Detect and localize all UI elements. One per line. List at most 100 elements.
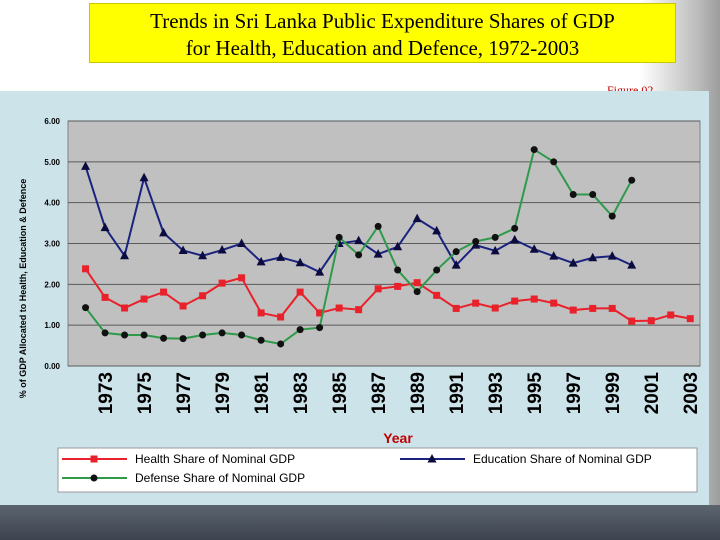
education-point bbox=[198, 250, 208, 260]
health-point bbox=[667, 311, 675, 319]
education-point bbox=[237, 238, 247, 247]
health-point bbox=[82, 265, 90, 273]
x-tick-label: 1981 bbox=[252, 372, 273, 415]
health-point bbox=[140, 295, 148, 303]
x-tick-label: 1975 bbox=[135, 372, 156, 415]
health-point bbox=[218, 279, 226, 287]
defense-point bbox=[550, 158, 558, 166]
education-point bbox=[451, 260, 461, 269]
x-axis-title: Year bbox=[383, 430, 413, 446]
health-point bbox=[589, 304, 597, 312]
education-point bbox=[490, 245, 500, 255]
defense-point bbox=[530, 146, 538, 154]
x-tick-label: 1997 bbox=[564, 372, 585, 414]
education-point bbox=[295, 257, 305, 267]
defense-point bbox=[589, 191, 597, 198]
education-point bbox=[412, 213, 422, 223]
health-point bbox=[238, 274, 246, 282]
education-point bbox=[373, 249, 383, 258]
defense-legend-label: Defense Share of Nominal GDP bbox=[135, 471, 305, 485]
x-tick-label: 1973 bbox=[96, 372, 117, 414]
health-point bbox=[160, 288, 168, 296]
x-tick-label: 2003 bbox=[681, 372, 702, 414]
defense-point bbox=[374, 222, 382, 230]
defense-point bbox=[433, 266, 441, 274]
x-tick-label: 2001 bbox=[642, 372, 663, 415]
education-point bbox=[178, 245, 188, 254]
health-point bbox=[394, 282, 402, 290]
health-point bbox=[335, 304, 343, 312]
health-point bbox=[433, 291, 441, 299]
defense-point bbox=[413, 288, 421, 296]
legend-box bbox=[57, 447, 698, 493]
health-point bbox=[608, 304, 616, 312]
defense-point bbox=[452, 248, 460, 256]
health-point bbox=[296, 288, 304, 296]
education-point bbox=[81, 161, 91, 170]
defense-point bbox=[160, 334, 168, 342]
education-point bbox=[100, 222, 110, 232]
x-tick-label: 1977 bbox=[174, 372, 195, 414]
education-point bbox=[354, 235, 364, 245]
health-point bbox=[121, 304, 129, 312]
health-point bbox=[257, 309, 265, 317]
education-point bbox=[315, 267, 325, 276]
health-point bbox=[628, 317, 636, 325]
x-tick-label: 1999 bbox=[603, 372, 624, 414]
education-legend-marker bbox=[427, 454, 437, 463]
health-point bbox=[101, 293, 109, 301]
health-point bbox=[316, 309, 324, 317]
defense-legend-marker bbox=[90, 474, 98, 482]
y-tick-label: 0.00 bbox=[44, 362, 60, 371]
y-tick-label: 5.00 bbox=[44, 158, 60, 167]
health-point bbox=[647, 317, 655, 325]
defense-point bbox=[628, 176, 636, 184]
education-point bbox=[568, 258, 578, 267]
x-tick-label: 1983 bbox=[291, 372, 312, 414]
defense-point bbox=[257, 336, 265, 344]
health-point bbox=[491, 304, 499, 312]
y-axis-title: % of GDP Allocated to Health, Education … bbox=[18, 179, 28, 399]
bottom-band bbox=[0, 505, 720, 540]
health-legend-label: Health Share of Nominal GDP bbox=[135, 452, 295, 466]
education-point bbox=[529, 244, 539, 253]
defense-point bbox=[569, 191, 577, 198]
health-point bbox=[569, 306, 577, 314]
x-tick-label: 1989 bbox=[408, 372, 429, 414]
defense-point bbox=[335, 233, 343, 241]
defense-point bbox=[218, 329, 226, 337]
x-tick-label: 1987 bbox=[369, 372, 390, 414]
defense-point bbox=[296, 326, 304, 334]
defense-point bbox=[277, 340, 285, 348]
defense-point bbox=[179, 335, 187, 343]
health-point bbox=[374, 285, 382, 293]
defense-point bbox=[199, 331, 207, 339]
health-point bbox=[550, 299, 558, 307]
education-point bbox=[432, 225, 442, 235]
health-point bbox=[355, 306, 363, 314]
defense-point bbox=[511, 224, 519, 232]
line-chart: 0.00 1.00 2.00 3.00 4.00 5.00 6.00 1973 1975 1977… bbox=[18, 117, 702, 493]
y-tick-label: 1.00 bbox=[44, 321, 60, 330]
education-point bbox=[588, 252, 598, 262]
defense-point bbox=[101, 329, 109, 337]
x-tick-label: 1985 bbox=[330, 372, 351, 415]
health-point bbox=[199, 292, 207, 300]
x-tick-label: 1991 bbox=[447, 372, 468, 415]
health-point bbox=[472, 299, 480, 307]
education-point bbox=[627, 260, 637, 269]
defense-point bbox=[140, 331, 148, 339]
education-point bbox=[510, 234, 520, 244]
education-point bbox=[256, 256, 266, 266]
health-point bbox=[413, 279, 421, 287]
health-point bbox=[511, 297, 519, 305]
education-point bbox=[607, 251, 617, 260]
y-tick-label: 2.00 bbox=[44, 280, 60, 289]
defense-point bbox=[355, 251, 363, 259]
health-point bbox=[277, 313, 285, 321]
y-tick-label: 3.00 bbox=[44, 240, 60, 249]
defense-point bbox=[316, 324, 324, 332]
title-line-1: Trends in Sri Lanka Public Expenditure S… bbox=[150, 9, 615, 33]
education-point bbox=[549, 251, 559, 260]
x-tick-label: 1993 bbox=[486, 372, 507, 414]
